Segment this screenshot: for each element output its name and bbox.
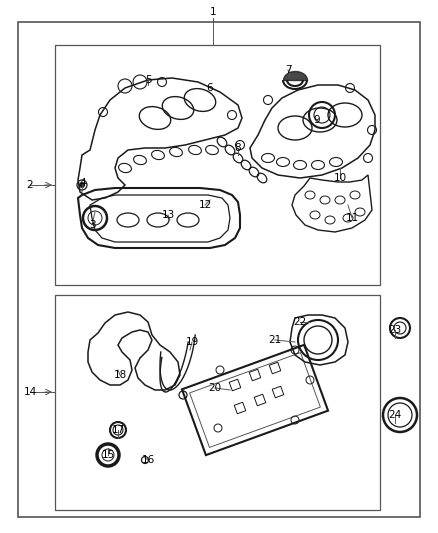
Text: 11: 11 bbox=[346, 213, 359, 223]
Text: 7: 7 bbox=[285, 65, 291, 75]
Text: 13: 13 bbox=[161, 210, 175, 220]
Text: 10: 10 bbox=[333, 173, 346, 183]
Circle shape bbox=[80, 182, 85, 188]
Text: 2: 2 bbox=[27, 180, 33, 190]
Text: 22: 22 bbox=[293, 317, 307, 327]
Text: 16: 16 bbox=[141, 455, 155, 465]
Text: 8: 8 bbox=[235, 143, 241, 153]
Text: 4: 4 bbox=[80, 178, 86, 188]
Text: 21: 21 bbox=[268, 335, 282, 345]
Text: 1: 1 bbox=[210, 7, 216, 17]
Bar bbox=[55, 45, 380, 285]
Text: 24: 24 bbox=[389, 410, 402, 420]
Text: 5: 5 bbox=[145, 75, 151, 85]
Text: 18: 18 bbox=[113, 370, 127, 380]
Text: 3: 3 bbox=[88, 220, 95, 230]
Text: 23: 23 bbox=[389, 325, 402, 335]
Text: 12: 12 bbox=[198, 200, 212, 210]
Text: 20: 20 bbox=[208, 383, 222, 393]
Text: 17: 17 bbox=[111, 425, 125, 435]
Text: 14: 14 bbox=[23, 387, 37, 397]
Text: 15: 15 bbox=[101, 450, 115, 460]
Text: 19: 19 bbox=[185, 337, 198, 347]
Text: 6: 6 bbox=[207, 83, 213, 93]
Text: 9: 9 bbox=[314, 115, 320, 125]
Bar bbox=[55, 295, 380, 510]
